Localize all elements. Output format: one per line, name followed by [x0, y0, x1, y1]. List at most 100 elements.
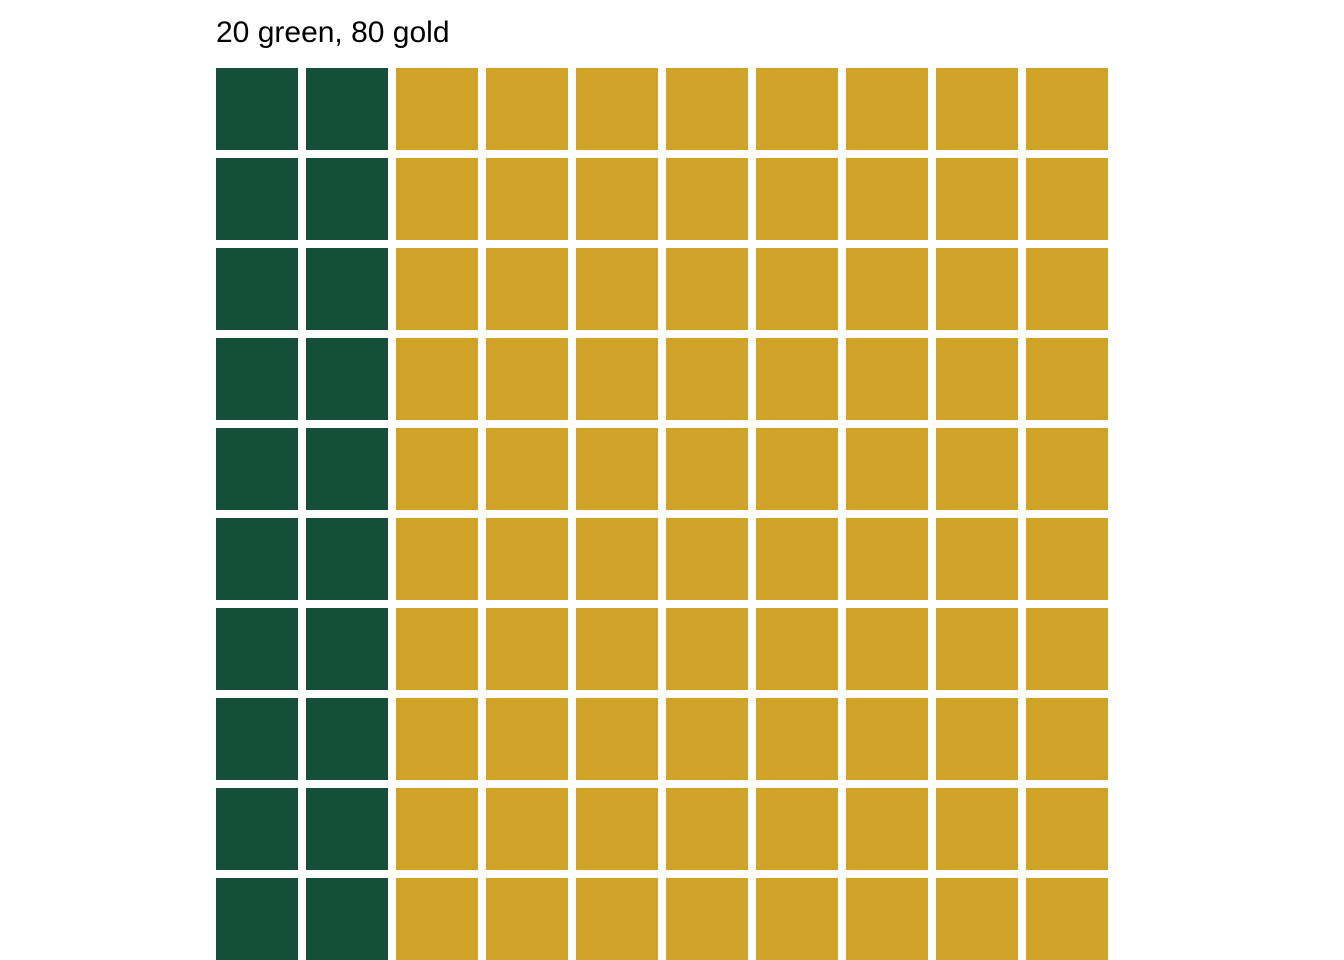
waffle-cell — [666, 428, 748, 510]
waffle-cell — [396, 608, 478, 690]
waffle-cell — [486, 518, 568, 600]
waffle-cell — [936, 428, 1018, 510]
waffle-cell — [1026, 248, 1108, 330]
waffle-cell — [936, 878, 1018, 960]
waffle-cell — [846, 338, 928, 420]
waffle-cell — [1026, 68, 1108, 150]
waffle-cell — [216, 68, 298, 150]
waffle-cell — [486, 878, 568, 960]
waffle-cell — [576, 158, 658, 240]
waffle-cell — [216, 518, 298, 600]
waffle-cell — [666, 248, 748, 330]
waffle-cell — [666, 158, 748, 240]
waffle-cell — [1026, 158, 1108, 240]
waffle-cell — [756, 158, 838, 240]
waffle-cell — [486, 698, 568, 780]
chart-title: 20 green, 80 gold — [216, 16, 1108, 50]
waffle-cell — [306, 158, 388, 240]
waffle-cell — [486, 788, 568, 870]
waffle-cell — [576, 608, 658, 690]
waffle-cell — [666, 608, 748, 690]
waffle-cell — [1026, 608, 1108, 690]
waffle-cell — [846, 788, 928, 870]
waffle-cell — [216, 698, 298, 780]
waffle-cell — [306, 788, 388, 870]
waffle-cell — [396, 428, 478, 510]
waffle-cell — [846, 428, 928, 510]
waffle-cell — [576, 878, 658, 960]
waffle-cell — [216, 878, 298, 960]
waffle-cell — [1026, 788, 1108, 870]
waffle-cell — [846, 68, 928, 150]
waffle-cell — [306, 248, 388, 330]
waffle-cell — [486, 428, 568, 510]
waffle-cell — [756, 248, 838, 330]
waffle-cell — [1026, 338, 1108, 420]
waffle-cell — [936, 338, 1018, 420]
waffle-cell — [306, 608, 388, 690]
waffle-cell — [936, 518, 1018, 600]
waffle-cell — [216, 608, 298, 690]
waffle-cell — [396, 788, 478, 870]
waffle-cell — [306, 428, 388, 510]
waffle-cell — [1026, 698, 1108, 780]
waffle-grid — [216, 68, 1108, 960]
waffle-cell — [846, 878, 928, 960]
waffle-cell — [396, 518, 478, 600]
waffle-cell — [576, 788, 658, 870]
waffle-cell — [486, 248, 568, 330]
waffle-cell — [396, 878, 478, 960]
waffle-cell — [306, 518, 388, 600]
waffle-cell — [936, 698, 1018, 780]
waffle-cell — [666, 788, 748, 870]
waffle-cell — [576, 68, 658, 150]
waffle-cell — [576, 698, 658, 780]
waffle-cell — [306, 878, 388, 960]
waffle-cell — [936, 158, 1018, 240]
waffle-cell — [486, 68, 568, 150]
waffle-cell — [666, 518, 748, 600]
waffle-cell — [306, 68, 388, 150]
waffle-cell — [1026, 518, 1108, 600]
waffle-cell — [216, 788, 298, 870]
waffle-cell — [756, 878, 838, 960]
waffle-cell — [846, 518, 928, 600]
waffle-cell — [756, 698, 838, 780]
waffle-cell — [576, 518, 658, 600]
waffle-cell — [396, 158, 478, 240]
waffle-cell — [756, 338, 838, 420]
waffle-cell — [756, 518, 838, 600]
waffle-chart: 20 green, 80 gold — [216, 16, 1108, 960]
waffle-cell — [396, 68, 478, 150]
waffle-cell — [576, 248, 658, 330]
waffle-cell — [486, 158, 568, 240]
waffle-cell — [846, 608, 928, 690]
waffle-cell — [756, 428, 838, 510]
waffle-cell — [1026, 878, 1108, 960]
waffle-cell — [486, 608, 568, 690]
waffle-cell — [576, 338, 658, 420]
waffle-cell — [306, 338, 388, 420]
waffle-cell — [936, 248, 1018, 330]
waffle-cell — [936, 608, 1018, 690]
waffle-cell — [1026, 428, 1108, 510]
waffle-cell — [396, 698, 478, 780]
waffle-cell — [756, 608, 838, 690]
waffle-cell — [936, 68, 1018, 150]
waffle-cell — [756, 68, 838, 150]
waffle-cell — [846, 248, 928, 330]
waffle-cell — [846, 158, 928, 240]
waffle-cell — [666, 698, 748, 780]
waffle-cell — [216, 428, 298, 510]
waffle-cell — [846, 698, 928, 780]
waffle-cell — [666, 338, 748, 420]
waffle-cell — [666, 68, 748, 150]
waffle-cell — [306, 698, 388, 780]
waffle-cell — [216, 158, 298, 240]
waffle-cell — [576, 428, 658, 510]
waffle-cell — [666, 878, 748, 960]
waffle-cell — [216, 338, 298, 420]
waffle-cell — [936, 788, 1018, 870]
waffle-cell — [756, 788, 838, 870]
waffle-cell — [486, 338, 568, 420]
